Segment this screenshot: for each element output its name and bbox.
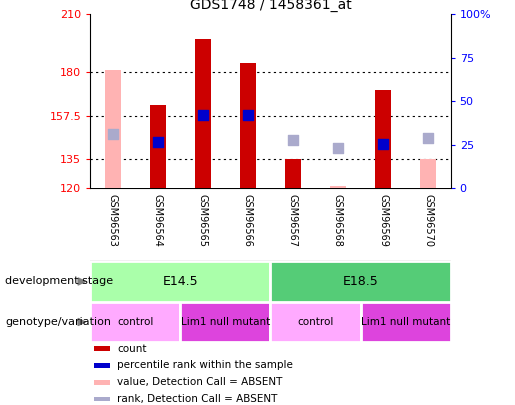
Text: GSM96563: GSM96563 (108, 194, 117, 247)
Bar (360, 302, 451, 342)
Point (334, 145, 342, 151)
Point (199, 111, 207, 118)
Text: control: control (117, 317, 153, 327)
Bar (105, 70, 121, 188)
Text: GSM96568: GSM96568 (333, 194, 343, 247)
Text: percentile rank within the sample: percentile rank within the sample (117, 360, 293, 371)
Bar (180, 302, 270, 342)
Text: development stage: development stage (5, 277, 113, 286)
Text: value, Detection Call = ABSENT: value, Detection Call = ABSENT (117, 377, 283, 387)
Text: rank, Detection Call = ABSENT: rank, Detection Call = ABSENT (117, 394, 278, 404)
Text: Lim1 null mutant: Lim1 null mutant (361, 317, 450, 327)
Text: E14.5: E14.5 (162, 275, 198, 288)
Text: count: count (117, 343, 147, 354)
Point (424, 135, 432, 141)
Bar (94, 346, 110, 351)
Text: GSM96569: GSM96569 (378, 194, 388, 247)
Bar (270, 261, 451, 302)
Point (153, 139, 162, 145)
Text: GSM96566: GSM96566 (243, 194, 253, 247)
Bar (150, 105, 166, 188)
Text: GSM96565: GSM96565 (198, 194, 208, 247)
Bar (285, 159, 301, 188)
Point (289, 137, 297, 143)
Bar (94, 380, 110, 385)
Bar (270, 302, 360, 342)
Bar (90, 261, 270, 302)
Text: genotype/variation: genotype/variation (5, 317, 111, 327)
Bar (94, 397, 110, 401)
Text: GSM96570: GSM96570 (423, 194, 433, 247)
Bar (94, 363, 110, 368)
Bar (420, 159, 436, 188)
Bar (240, 62, 256, 188)
Text: Lim1 null mutant: Lim1 null mutant (181, 317, 270, 327)
Bar (195, 39, 211, 188)
Bar (90, 302, 180, 342)
Text: GSM96564: GSM96564 (153, 194, 163, 247)
Point (109, 131, 117, 137)
Bar (375, 90, 391, 188)
Title: GDS1748 / 1458361_at: GDS1748 / 1458361_at (190, 0, 351, 12)
Text: control: control (297, 317, 334, 327)
Bar (330, 186, 346, 188)
Point (244, 111, 252, 118)
Text: GSM96567: GSM96567 (288, 194, 298, 247)
Point (379, 141, 387, 147)
Text: E18.5: E18.5 (342, 275, 379, 288)
